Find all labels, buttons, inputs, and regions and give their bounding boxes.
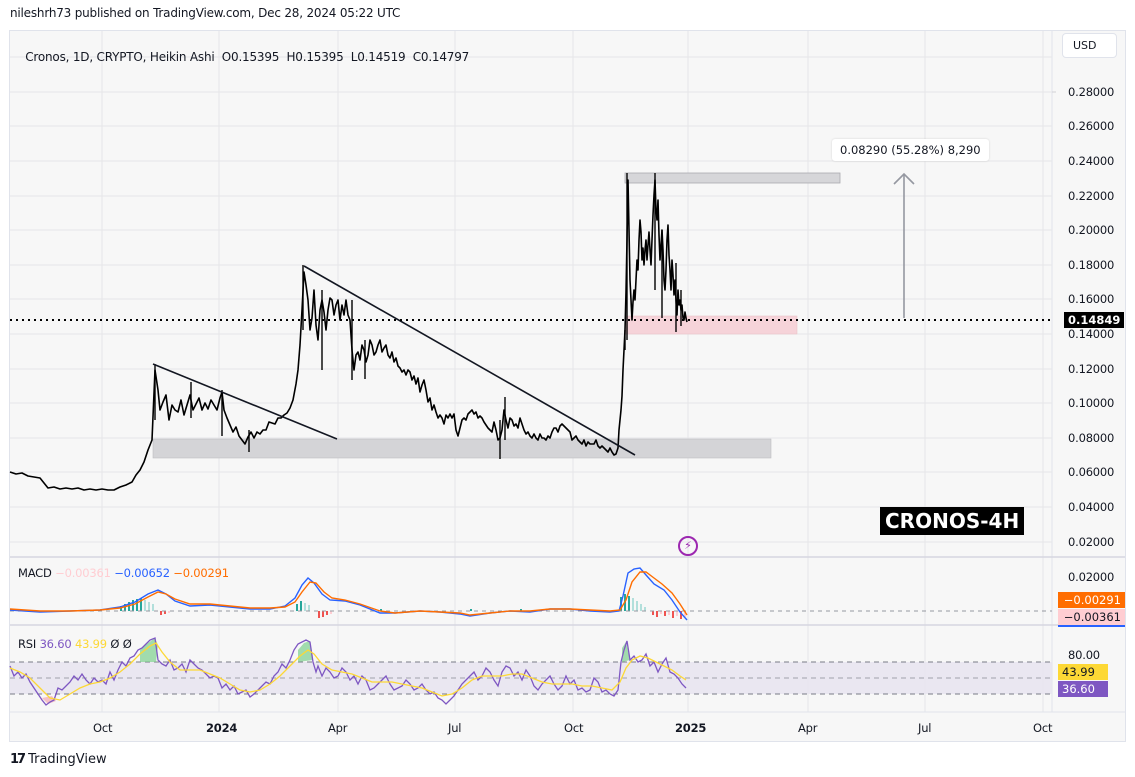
price-tick: 0.14000 [1068,327,1115,341]
rsi-extra-1: Ø [110,637,120,651]
ohlc-close: C0.14797 [412,50,470,64]
signal-line [9,571,688,616]
price-tick: 0.26000 [1068,119,1115,133]
rsi-overbought-fill [622,642,630,662]
watermark-text[interactable]: CRONOS-4H [880,507,1025,535]
time-tick: Apr [328,721,348,735]
macd-hist-tag: −0.00361 [1058,609,1125,627]
symbol-legend[interactable]: Cronos, 1D, CRYPTO, Heikin Ashi O0.15395… [18,36,469,64]
price-tick: 0.20000 [1068,223,1115,237]
rsi-ma-line [9,642,687,701]
price-tick: 0.12000 [1068,362,1115,376]
price-tick: 0.02000 [1068,535,1115,549]
tradingview-logo[interactable]: 17 TradingView [10,752,107,767]
trendline-1[interactable] [152,363,338,440]
published-by-line: nileshrh73 published on TradingView.com,… [10,6,401,20]
rsi-ma-tag: 43.99 [1058,664,1108,680]
time-gridlines [101,31,1044,712]
ohlc-low: L0.14519 [350,50,406,64]
macd-histogram-value: −0.00361 [55,566,111,580]
time-tick: Jul [918,721,932,735]
macd-signal-tag: −0.00291 [1058,592,1125,608]
price-tick: 0.06000 [1068,465,1115,479]
tradingview-logo-icon: 17 [10,752,26,767]
rsi-value: 36.60 [39,637,72,651]
time-tick: Oct [564,721,584,735]
measure-label[interactable]: 0.08290 (55.28%) 8,290 [832,139,989,161]
time-tick: Apr [798,721,818,735]
price-tick: 0.28000 [1068,85,1115,99]
price-series [9,179,688,491]
price-tick: 0.18000 [1068,258,1115,272]
rsi-value-tag: 36.60 [1058,681,1108,697]
price-tick: 0.04000 [1068,500,1115,514]
price-tick: 0.10000 [1068,396,1115,410]
trendline-2[interactable] [303,265,636,456]
last-price-tag: 0.14849 [1064,312,1125,328]
price-tick: 0.22000 [1068,189,1115,203]
rsi-title: RSI [18,637,37,651]
rsi-axis-tick: 80.00 [1068,648,1100,662]
time-tick: 2024 [206,721,238,735]
macd-title: MACD [18,566,52,580]
macd-legend[interactable]: MACD −0.00361 −0.00652 −0.00291 [18,566,229,580]
symbol-info: Cronos, 1D, CRYPTO, Heikin Ashi [25,50,215,64]
macd-axis-tick: 0.02000 [1068,570,1115,584]
currency-button[interactable]: USD [1062,33,1117,58]
price-tick: 0.08000 [1068,431,1115,445]
rsi-extra-2: Ø [122,637,132,651]
arrow-up-icon [893,172,915,185]
price-axis-bg [1052,31,1125,741]
entry-zone[interactable] [624,315,798,335]
time-tick: Oct [1033,721,1053,735]
time-tick: Jul [448,721,462,735]
price-tick: 0.24000 [1068,154,1115,168]
macd-signal-value: −0.00291 [173,566,229,580]
macd-histogram [120,594,686,619]
price-gridlines [10,56,1052,543]
target-zone[interactable] [624,172,841,184]
price-wicks [154,173,682,459]
ohlc-open: O0.15395 [221,50,280,64]
lightning-icon[interactable]: ⚡ [678,536,698,556]
time-tick: Oct [93,721,113,735]
rsi-legend[interactable]: RSI 36.60 43.99 Ø Ø [18,637,132,651]
tradingview-brand: TradingView [28,752,107,767]
time-tick: 2025 [675,721,707,735]
rsi-ma-value: 43.99 [74,637,107,651]
price-tick: 0.16000 [1068,292,1115,306]
macd-value: −0.00652 [114,566,170,580]
ohlc-high: H0.15395 [286,50,344,64]
